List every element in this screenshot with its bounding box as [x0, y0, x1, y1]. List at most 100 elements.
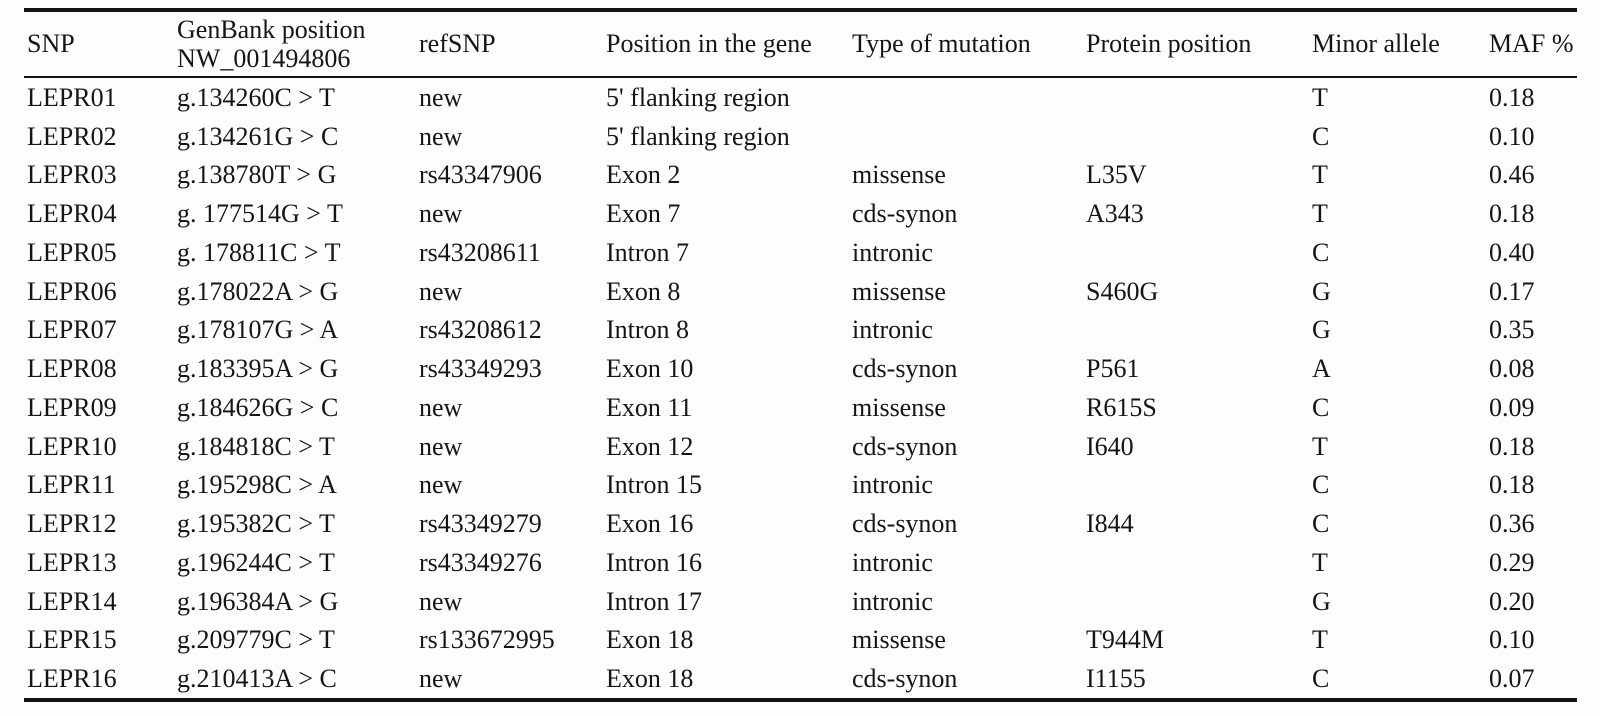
cell-maf: 0.10 — [1489, 121, 1535, 151]
cell-mutation: intronic — [852, 470, 933, 500]
cell-minor: C — [1312, 509, 1330, 539]
cell-genbank: g.178022A > G — [177, 276, 339, 306]
cell-genbank: g.184818C > T — [177, 431, 335, 461]
cell-mutation: missense — [852, 160, 946, 190]
cell-position: Intron 17 — [606, 586, 703, 616]
cell-position: 5' flanking region — [606, 121, 790, 151]
cell-mutation: intronic — [852, 586, 933, 616]
column-header-minor-allele: Minor allele — [1312, 29, 1440, 59]
cell-genbank: g. 177514G > T — [177, 199, 343, 229]
table-header-row: SNP GenBank position NW_001494806 refSNP… — [24, 12, 1577, 78]
cell-protein: I1155 — [1086, 664, 1146, 694]
cell-position: Intron 15 — [606, 470, 703, 500]
cell-mutation: intronic — [852, 547, 933, 577]
cell-refsnp: new — [419, 586, 463, 616]
table-row: LEPR10 g.184818C > T new Exon 12 cds-synon I6… — [24, 427, 1577, 466]
cell-genbank: g.196244C > T — [177, 547, 335, 577]
cell-position: Exon 16 — [606, 509, 694, 539]
cell-position: Exon 2 — [606, 160, 681, 190]
cell-genbank: g.195382C > T — [177, 509, 335, 539]
cell-minor: C — [1312, 237, 1330, 267]
column-header-protein-position: Protein position — [1086, 29, 1252, 59]
cell-mutation: missense — [852, 276, 946, 306]
cell-position: Exon 8 — [606, 276, 681, 306]
cell-position: Exon 12 — [606, 431, 694, 461]
cell-mutation: cds-synon — [852, 199, 958, 229]
cell-refsnp: new — [419, 392, 463, 422]
cell-position: Intron 8 — [606, 315, 690, 345]
cell-maf: 0.18 — [1489, 470, 1535, 500]
cell-snp: LEPR15 — [27, 625, 117, 655]
table-row: LEPR09 g.184626G > C new Exon 11 missense R61… — [24, 388, 1577, 427]
cell-refsnp: rs43349293 — [419, 354, 542, 384]
cell-refsnp: rs43349279 — [419, 509, 542, 539]
cell-refsnp: new — [419, 664, 463, 694]
cell-position: Exon 7 — [606, 199, 681, 229]
column-header-gene-position: Position in the gene — [606, 29, 812, 59]
cell-minor: G — [1312, 586, 1331, 616]
table-row: LEPR12 g.195382C > T rs43349279 Exon 16 cds-… — [24, 504, 1577, 543]
cell-snp: LEPR13 — [27, 547, 117, 577]
cell-snp: LEPR02 — [27, 121, 117, 151]
cell-maf: 0.08 — [1489, 354, 1535, 384]
table-row: LEPR16 g.210413A > C new Exon 18 cds-synon I1… — [24, 659, 1577, 698]
cell-snp: LEPR04 — [27, 199, 117, 229]
cell-refsnp: new — [419, 199, 463, 229]
cell-refsnp: rs43208611 — [419, 237, 541, 267]
cell-snp: LEPR10 — [27, 431, 117, 461]
cell-genbank: g.134260C > T — [177, 82, 335, 112]
cell-minor: G — [1312, 276, 1331, 306]
cell-snp: LEPR11 — [27, 470, 116, 500]
cell-protein: I640 — [1086, 431, 1134, 461]
cell-genbank: g.209779C > T — [177, 625, 335, 655]
cell-minor: A — [1312, 354, 1331, 384]
cell-refsnp: rs43349276 — [419, 547, 542, 577]
cell-snp: LEPR01 — [27, 82, 117, 112]
cell-genbank: g.196384A > G — [177, 586, 339, 616]
cell-refsnp: rs133672995 — [419, 625, 555, 655]
table-row: LEPR11 g.195298C > A new Intron 15 intronic C… — [24, 466, 1577, 505]
cell-snp: LEPR14 — [27, 586, 117, 616]
cell-minor: T — [1312, 547, 1328, 577]
cell-genbank: g. 178811C > T — [177, 237, 341, 267]
cell-maf: 0.20 — [1489, 586, 1535, 616]
snp-table: SNP GenBank position NW_001494806 refSNP… — [24, 8, 1577, 702]
cell-refsnp: new — [419, 82, 463, 112]
cell-genbank: g.134261G > C — [177, 121, 339, 151]
cell-refsnp: rs43347906 — [419, 160, 542, 190]
column-header-snp: SNP — [27, 29, 75, 59]
cell-mutation: missense — [852, 392, 946, 422]
column-header-refsnp: refSNP — [419, 29, 496, 59]
cell-refsnp: new — [419, 431, 463, 461]
cell-refsnp: new — [419, 276, 463, 306]
cell-snp: LEPR08 — [27, 354, 117, 384]
cell-position: Exon 18 — [606, 664, 694, 694]
table-row: LEPR13 g.196244C > T rs43349276 Intron 16 in… — [24, 543, 1577, 582]
table-row: LEPR04 g. 177514G > T new Exon 7 cds-synon A3… — [24, 194, 1577, 233]
cell-position: Intron 16 — [606, 547, 703, 577]
cell-protein: I844 — [1086, 509, 1134, 539]
column-header-genbank-position: GenBank position NW_001494806 — [177, 14, 366, 73]
cell-genbank: g.210413A > C — [177, 664, 337, 694]
cell-maf: 0.09 — [1489, 392, 1535, 422]
table-body: LEPR01 g.134260C > T new 5' flanking region… — [24, 78, 1577, 698]
cell-position: Intron 7 — [606, 237, 690, 267]
cell-maf: 0.10 — [1489, 625, 1535, 655]
cell-position: Exon 11 — [606, 392, 693, 422]
cell-maf: 0.36 — [1489, 509, 1535, 539]
table-row: LEPR06 g.178022A > G new Exon 8 missense S460… — [24, 272, 1577, 311]
cell-snp: LEPR12 — [27, 509, 117, 539]
cell-protein: T944M — [1086, 625, 1164, 655]
cell-maf: 0.46 — [1489, 160, 1535, 190]
table-row: LEPR02 g.134261G > C new 5' flanking region… — [24, 117, 1577, 156]
cell-snp: LEPR05 — [27, 237, 117, 267]
cell-minor: C — [1312, 470, 1330, 500]
cell-genbank: g.138780T > G — [177, 160, 337, 190]
cell-mutation: cds-synon — [852, 509, 958, 539]
cell-position: Exon 10 — [606, 354, 694, 384]
cell-snp: LEPR07 — [27, 315, 117, 345]
column-header-mutation-type: Type of mutation — [852, 29, 1031, 59]
cell-genbank: g.184626G > C — [177, 392, 339, 422]
cell-minor: T — [1312, 431, 1328, 461]
cell-minor: G — [1312, 315, 1331, 345]
